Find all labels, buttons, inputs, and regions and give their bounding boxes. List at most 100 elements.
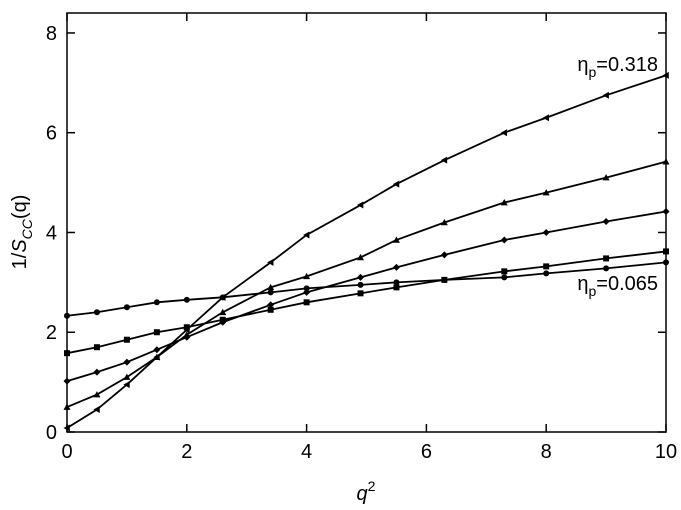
marker	[123, 358, 131, 366]
x-tick-label: 8	[541, 441, 552, 463]
marker	[93, 309, 100, 316]
marker	[662, 208, 670, 216]
marker	[93, 391, 101, 398]
marker	[543, 263, 550, 270]
marker	[303, 272, 311, 280]
y-label-pre: 1/	[9, 252, 31, 269]
marker	[123, 304, 130, 311]
marker	[267, 289, 274, 296]
marker	[662, 158, 670, 165]
marker	[543, 270, 550, 277]
x-tick-label: 10	[655, 441, 677, 463]
marker	[303, 288, 311, 296]
x-label-q: q	[357, 483, 368, 505]
annotation-value: =0.065	[596, 273, 658, 295]
marker	[63, 377, 71, 385]
marker	[93, 368, 101, 376]
marker	[663, 248, 669, 255]
marker	[219, 318, 227, 326]
marker	[602, 218, 610, 226]
marker	[501, 268, 508, 275]
marker	[542, 189, 550, 196]
marker	[153, 346, 161, 354]
marker	[267, 258, 274, 266]
y-tick-label: 8	[46, 23, 57, 45]
marker	[303, 231, 310, 239]
marker	[64, 350, 70, 357]
marker	[63, 403, 71, 410]
marker	[662, 71, 669, 79]
annotation-value: =0.318	[596, 54, 658, 76]
series-line	[66, 74, 667, 429]
marker	[357, 281, 364, 288]
marker	[440, 219, 448, 226]
y-tick-label: 6	[46, 123, 57, 145]
annotation-symbol: η	[577, 54, 588, 76]
marker	[392, 236, 400, 243]
marker	[500, 236, 508, 244]
marker	[357, 201, 364, 209]
marker	[357, 290, 364, 297]
annotation: ηp=0.065	[577, 273, 658, 299]
marker	[183, 326, 190, 334]
marker	[267, 306, 274, 313]
marker	[602, 174, 610, 181]
marker	[441, 276, 448, 283]
marker	[267, 301, 275, 309]
y-tick-label: 4	[46, 222, 57, 244]
x-tick-label: 6	[421, 441, 432, 463]
marker	[542, 228, 550, 236]
y-tick-label: 2	[46, 322, 57, 344]
marker	[440, 156, 448, 164]
x-axis-label: q2	[357, 478, 376, 505]
marker	[267, 283, 275, 291]
marker	[393, 284, 400, 291]
marker	[63, 424, 70, 432]
marker	[392, 180, 400, 188]
x-label-exp: 2	[368, 478, 376, 494]
y-label-sub: CC	[19, 218, 35, 239]
marker	[357, 273, 365, 281]
marker	[93, 406, 100, 414]
marker	[219, 293, 226, 301]
marker	[93, 344, 100, 351]
marker	[392, 263, 400, 271]
marker	[603, 265, 610, 272]
annotation-symbol: η	[577, 273, 588, 295]
marker	[501, 274, 508, 281]
marker	[183, 296, 190, 303]
marker	[64, 312, 70, 319]
marker	[500, 129, 508, 137]
marker	[123, 336, 130, 343]
marker	[183, 324, 190, 331]
annotation: ηp=0.318	[577, 54, 658, 80]
y-label-post: (q)	[9, 195, 31, 219]
y-axis-label: 1/SCC(q)	[9, 195, 35, 270]
marker	[663, 259, 669, 266]
marker	[153, 299, 160, 306]
marker	[542, 114, 549, 122]
marker	[357, 253, 365, 261]
marker	[303, 299, 310, 306]
marker	[393, 279, 400, 286]
plot-frame	[66, 12, 667, 433]
marker	[500, 199, 508, 206]
annotation-sub: p	[588, 283, 596, 299]
marker	[183, 331, 191, 338]
marker	[440, 251, 448, 259]
y-tick-label: 0	[46, 422, 57, 444]
marker	[603, 255, 610, 262]
marker	[123, 381, 130, 389]
marker	[303, 285, 310, 292]
x-tick-label: 2	[181, 441, 192, 463]
marker	[219, 308, 227, 316]
y-label-s: S	[9, 239, 31, 253]
annotation-sub: p	[588, 64, 596, 80]
x-tick-label: 0	[61, 441, 72, 463]
series-line	[66, 261, 667, 317]
x-tick-label: 4	[301, 441, 312, 463]
marker	[123, 373, 131, 380]
marker	[153, 329, 160, 336]
